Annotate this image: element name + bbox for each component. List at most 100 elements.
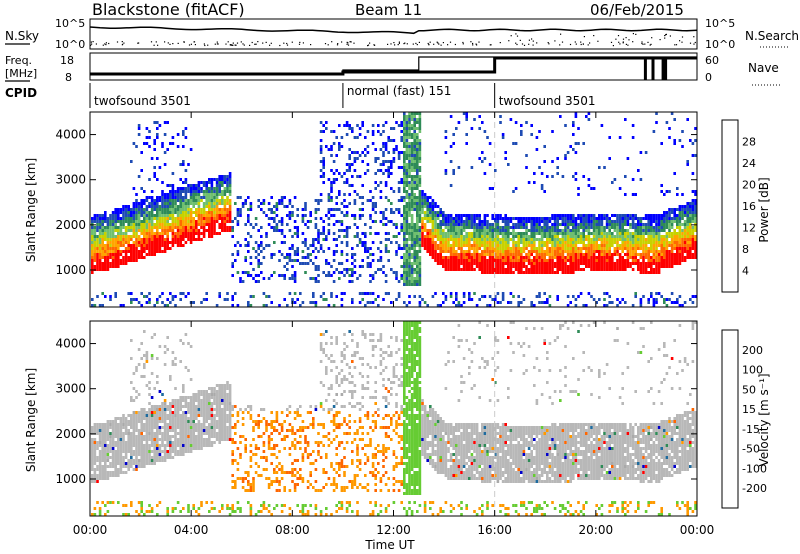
range-gate-cell bbox=[488, 226, 492, 229]
range-gate-cell bbox=[457, 268, 461, 271]
range-gate-cell bbox=[663, 259, 666, 262]
range-gate-cell bbox=[158, 226, 162, 229]
range-gate-cell bbox=[158, 244, 162, 247]
range-gate-cell bbox=[689, 139, 692, 142]
range-gate-cell bbox=[169, 205, 172, 208]
range-gate-cell bbox=[106, 477, 110, 480]
range-gate-cell bbox=[436, 229, 440, 232]
range-gate-cell bbox=[527, 217, 531, 220]
range-gate-cell bbox=[189, 148, 193, 151]
range-gate-cell bbox=[205, 184, 208, 187]
range-gate-cell bbox=[184, 295, 188, 298]
range-gate-cell bbox=[114, 465, 117, 468]
range-gate-cell bbox=[670, 250, 674, 253]
range-gate-cell bbox=[343, 124, 346, 127]
range-gate-cell bbox=[117, 471, 120, 474]
range-gate-cell bbox=[611, 244, 614, 247]
range-gate-cell bbox=[127, 259, 130, 262]
nsearch-point bbox=[234, 44, 236, 46]
range-gate-cell bbox=[644, 271, 648, 274]
range-gate-cell bbox=[403, 235, 406, 238]
range-gate-cell bbox=[540, 220, 544, 223]
range-gate-cell bbox=[530, 223, 533, 226]
range-gate-cell bbox=[215, 214, 219, 217]
range-gate-cell bbox=[410, 241, 414, 244]
range-gate-cell bbox=[205, 193, 208, 196]
range-gate-cell bbox=[499, 238, 502, 241]
range-gate-cell bbox=[101, 444, 104, 447]
range-gate-cell bbox=[291, 211, 294, 214]
range-gate-cell bbox=[135, 259, 138, 262]
range-gate-cell bbox=[208, 193, 211, 196]
range-gate-cell bbox=[93, 244, 97, 247]
range-gate-cell bbox=[530, 268, 533, 271]
range-gate-cell bbox=[327, 208, 331, 211]
noise-ytick-left-bottom: 10^0 bbox=[55, 38, 85, 51]
range-gate-cell bbox=[691, 211, 695, 214]
range-gate-cell bbox=[351, 280, 354, 283]
range-gate-cell bbox=[561, 268, 565, 271]
range-gate-cell bbox=[387, 166, 390, 169]
range-gate-cell bbox=[213, 214, 216, 217]
range-gate-cell bbox=[600, 247, 604, 250]
range-gate-cell bbox=[683, 232, 687, 235]
range-gate-cell bbox=[109, 226, 112, 229]
range-gate-cell bbox=[143, 199, 146, 202]
nsearch-point bbox=[694, 41, 696, 44]
range-gate-cell bbox=[145, 238, 149, 241]
range-gate-cell bbox=[600, 241, 604, 244]
range-gate-cell bbox=[348, 280, 351, 283]
range-gate-cell bbox=[325, 235, 328, 238]
range-gate-cell bbox=[650, 250, 653, 253]
range-gate-cell bbox=[413, 121, 416, 124]
range-gate-cell bbox=[208, 226, 211, 229]
range-gate-cell bbox=[546, 268, 549, 271]
range-gate-cell bbox=[210, 190, 214, 193]
range-gate-cell bbox=[525, 241, 528, 244]
range-gate-cell bbox=[163, 205, 167, 208]
range-gate-cell bbox=[148, 205, 151, 208]
range-gate-cell bbox=[572, 268, 575, 271]
range-gate-cell bbox=[93, 480, 97, 483]
range-gate-cell bbox=[670, 241, 674, 244]
range-gate-cell bbox=[410, 223, 414, 226]
range-gate-cell bbox=[608, 220, 611, 223]
range-gate-cell bbox=[202, 196, 206, 199]
range-gate-cell bbox=[397, 295, 401, 298]
range-gate-cell bbox=[429, 196, 432, 199]
range-gate-cell bbox=[530, 262, 533, 265]
range-gate-cell bbox=[119, 223, 123, 226]
range-gate-cell bbox=[314, 208, 318, 211]
range-gate-cell bbox=[210, 217, 214, 220]
range-gate-cell bbox=[613, 229, 617, 232]
nsearch-point bbox=[403, 43, 405, 45]
range-gate-cell bbox=[182, 145, 185, 148]
range-gate-cell bbox=[473, 232, 476, 235]
range-gate-cell bbox=[460, 229, 463, 232]
range-gate-cell bbox=[517, 295, 520, 298]
range-gate-cell bbox=[483, 295, 487, 298]
range-gate-cell bbox=[195, 229, 198, 232]
range-gate-cell bbox=[691, 172, 695, 175]
range-gate-cell bbox=[278, 199, 281, 202]
range-gate-cell bbox=[377, 184, 380, 187]
range-gate-cell bbox=[631, 256, 635, 259]
range-gate-cell bbox=[93, 220, 97, 223]
range-gate-cell bbox=[150, 196, 154, 199]
range-gate-cell bbox=[595, 244, 598, 247]
range-gate-cell bbox=[527, 250, 531, 253]
range-gate-cell bbox=[655, 241, 658, 244]
range-gate-cell bbox=[499, 121, 502, 124]
range-gate-cell bbox=[314, 238, 318, 241]
range-gate-cell bbox=[468, 220, 471, 223]
range-gate-cell bbox=[332, 232, 336, 235]
range-gate-cell bbox=[631, 232, 635, 235]
range-gate-cell bbox=[603, 241, 606, 244]
range-gate-cell bbox=[631, 193, 635, 196]
range-gate-cell bbox=[569, 253, 572, 256]
range-gate-cell bbox=[278, 259, 281, 262]
range-gate-cell bbox=[514, 223, 518, 226]
range-gate-cell bbox=[488, 235, 492, 238]
range-gate-cell bbox=[215, 178, 219, 181]
nsearch-point bbox=[350, 41, 352, 43]
